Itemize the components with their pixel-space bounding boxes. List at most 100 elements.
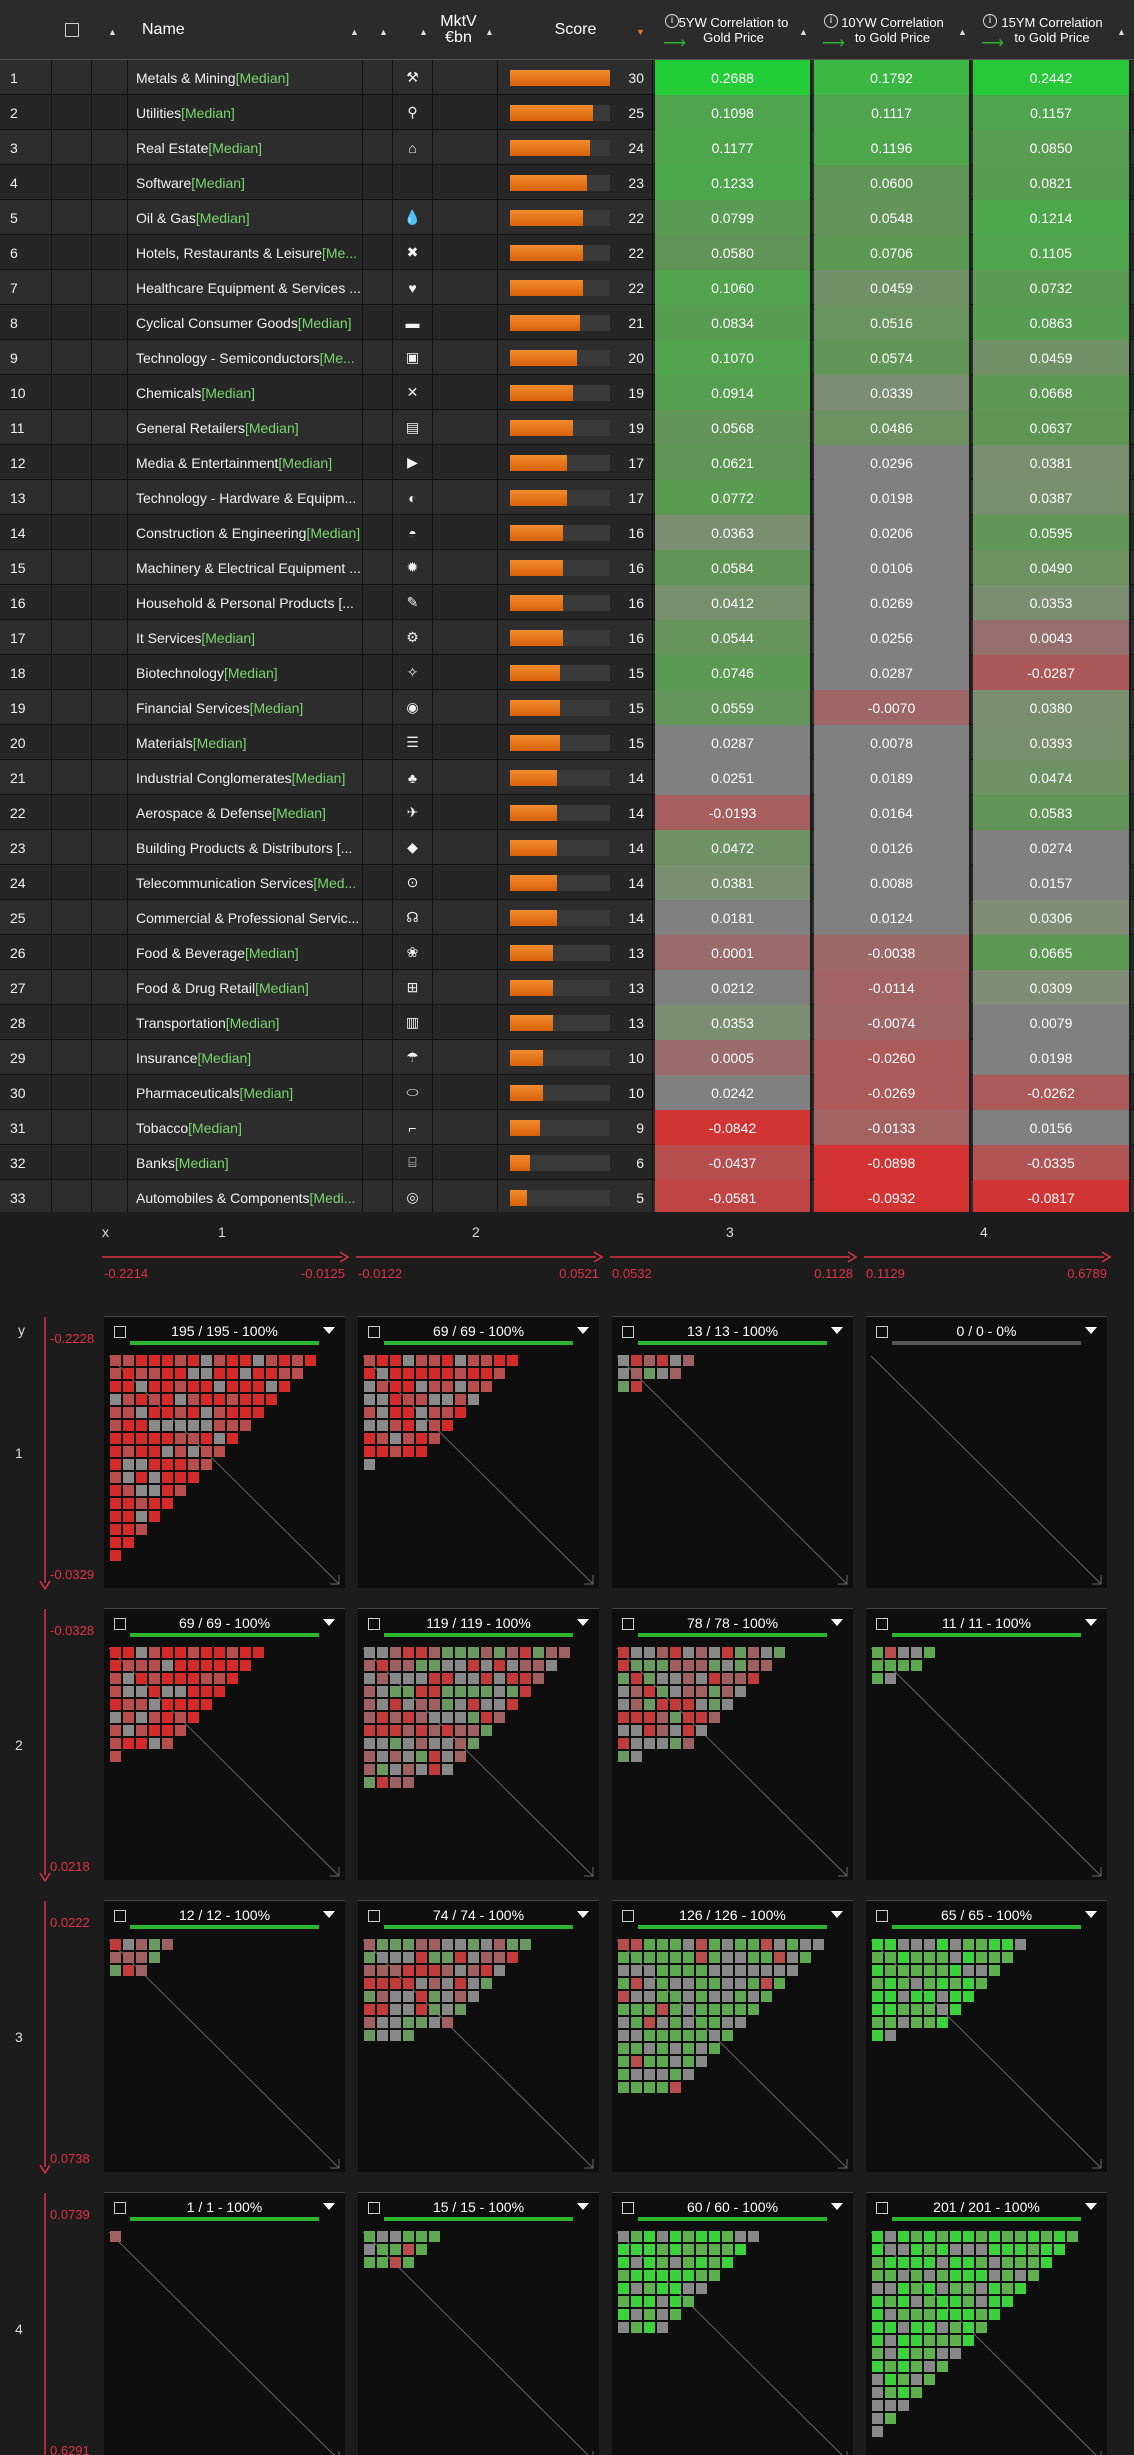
sector-tile[interactable] xyxy=(911,2374,922,2385)
sector-tile[interactable] xyxy=(963,1965,974,1976)
sector-tile[interactable] xyxy=(188,1686,199,1697)
sector-tile[interactable] xyxy=(188,1420,199,1431)
sector-tile[interactable] xyxy=(214,1433,225,1444)
sector-tile[interactable] xyxy=(364,2004,375,2015)
sector-tile[interactable] xyxy=(533,1660,544,1671)
select-all-checkbox[interactable] xyxy=(52,0,92,60)
sector-tile[interactable] xyxy=(149,1712,160,1723)
sector-tile[interactable] xyxy=(735,1660,746,1671)
row-name[interactable]: Building Products & Distributors [... xyxy=(128,830,363,865)
sector-tile[interactable] xyxy=(227,1394,238,1405)
sector-tile[interactable] xyxy=(149,1725,160,1736)
sector-tile[interactable] xyxy=(442,1738,453,1749)
sector-tile[interactable] xyxy=(696,1939,707,1950)
sector-tile[interactable] xyxy=(110,1965,121,1976)
sector-tile[interactable] xyxy=(885,1965,896,1976)
sector-tile[interactable] xyxy=(631,2030,642,2041)
table-row[interactable]: 32 Banks [Median] ⌸ 6 -0.0437 -0.0898 -0… xyxy=(0,1145,1134,1180)
sector-tile[interactable] xyxy=(670,1738,681,1749)
sector-tile[interactable] xyxy=(377,1381,388,1392)
sector-tile[interactable] xyxy=(416,1952,427,1963)
sector-tile[interactable] xyxy=(136,1472,147,1483)
sector-tile[interactable] xyxy=(872,1647,883,1658)
sector-tile[interactable] xyxy=(872,1978,883,1989)
table-row[interactable]: 24 Telecommunication Services [Med... ⊙ … xyxy=(0,865,1134,900)
sector-tile[interactable] xyxy=(253,1394,264,1405)
sector-tile[interactable] xyxy=(735,1965,746,1976)
sector-tile[interactable] xyxy=(188,1647,199,1658)
sector-tile[interactable] xyxy=(709,1965,720,1976)
sector-tile[interactable] xyxy=(403,1978,414,1989)
sector-tile[interactable] xyxy=(696,2257,707,2268)
sector-tile[interactable] xyxy=(950,2257,961,2268)
mktv-column-header[interactable]: MktV €bn ▲ xyxy=(440,13,494,46)
sector-tile[interactable] xyxy=(898,2322,909,2333)
sector-tile[interactable] xyxy=(885,2030,896,2041)
row-checkbox[interactable] xyxy=(52,550,92,585)
sector-tile[interactable] xyxy=(188,1368,199,1379)
sector-tile[interactable] xyxy=(748,1965,759,1976)
sector-tile[interactable] xyxy=(403,1991,414,2002)
sector-tile[interactable] xyxy=(110,1446,121,1457)
panel-checkbox[interactable] xyxy=(368,1326,380,1338)
sector-tile[interactable] xyxy=(403,2257,414,2268)
sector-tile[interactable] xyxy=(644,2004,655,2015)
sector-tile[interactable] xyxy=(787,1965,798,1976)
sector-tile[interactable] xyxy=(364,1712,375,1723)
sector-tile[interactable] xyxy=(175,1712,186,1723)
sector-tile[interactable] xyxy=(110,1355,121,1366)
table-row[interactable]: 18 Biotechnology [Median] ✧ 15 0.0746 0.… xyxy=(0,655,1134,690)
sector-tile[interactable] xyxy=(403,2004,414,2015)
sector-tile[interactable] xyxy=(976,2257,987,2268)
sector-tile[interactable] xyxy=(989,2309,1000,2320)
sector-tile[interactable] xyxy=(468,1952,479,1963)
sector-tile[interactable] xyxy=(455,1738,466,1749)
sector-tile[interactable] xyxy=(201,1446,212,1457)
sector-tile[interactable] xyxy=(390,1355,401,1366)
sector-tile[interactable] xyxy=(201,1660,212,1671)
sector-tile[interactable] xyxy=(618,1725,629,1736)
row-checkbox[interactable] xyxy=(52,1110,92,1145)
sector-tile[interactable] xyxy=(227,1647,238,1658)
sector-tile[interactable] xyxy=(872,2400,883,2411)
sector-tile[interactable] xyxy=(898,2387,909,2398)
row-name[interactable]: Software [Median] xyxy=(128,165,363,200)
sector-tile[interactable] xyxy=(403,1712,414,1723)
sector-tile[interactable] xyxy=(898,2283,909,2294)
sector-tile[interactable] xyxy=(403,1394,414,1405)
sector-tile[interactable] xyxy=(872,1673,883,1684)
sector-tile[interactable] xyxy=(748,1991,759,2002)
sector-tile[interactable] xyxy=(442,1712,453,1723)
sector-tile[interactable] xyxy=(214,1660,225,1671)
sector-tile[interactable] xyxy=(644,1660,655,1671)
sector-tile[interactable] xyxy=(201,1699,212,1710)
sector-tile[interactable] xyxy=(110,2231,121,2242)
sector-tile[interactable] xyxy=(924,2361,935,2372)
sector-tile[interactable] xyxy=(631,1991,642,2002)
sector-tile[interactable] xyxy=(800,1952,811,1963)
sector-tile[interactable] xyxy=(175,1420,186,1431)
sector-tile[interactable] xyxy=(442,1764,453,1775)
sector-tile[interactable] xyxy=(709,2257,720,2268)
sector-tile[interactable] xyxy=(110,1407,121,1418)
row-checkbox[interactable] xyxy=(52,655,92,690)
sector-tile[interactable] xyxy=(885,2348,896,2359)
sector-tile[interactable] xyxy=(937,2270,948,2281)
sector-tile[interactable] xyxy=(644,1647,655,1658)
sector-tile[interactable] xyxy=(377,2004,388,2015)
sector-tile[interactable] xyxy=(364,1952,375,1963)
sector-tile[interactable] xyxy=(898,1647,909,1658)
sector-tile[interactable] xyxy=(494,1673,505,1684)
sector-tile[interactable] xyxy=(937,2361,948,2372)
sector-tile[interactable] xyxy=(455,1712,466,1723)
sector-tile[interactable] xyxy=(709,2030,720,2041)
sector-tile[interactable] xyxy=(175,1394,186,1405)
sector-tile[interactable] xyxy=(416,1725,427,1736)
panel-checkbox[interactable] xyxy=(368,1910,380,1922)
sector-tile[interactable] xyxy=(123,1498,134,1509)
sector-tile[interactable] xyxy=(162,1498,173,1509)
sector-tile[interactable] xyxy=(898,1965,909,1976)
sector-tile[interactable] xyxy=(136,1511,147,1522)
sector-tile[interactable] xyxy=(149,1952,160,1963)
sector-tile[interactable] xyxy=(123,1673,134,1684)
